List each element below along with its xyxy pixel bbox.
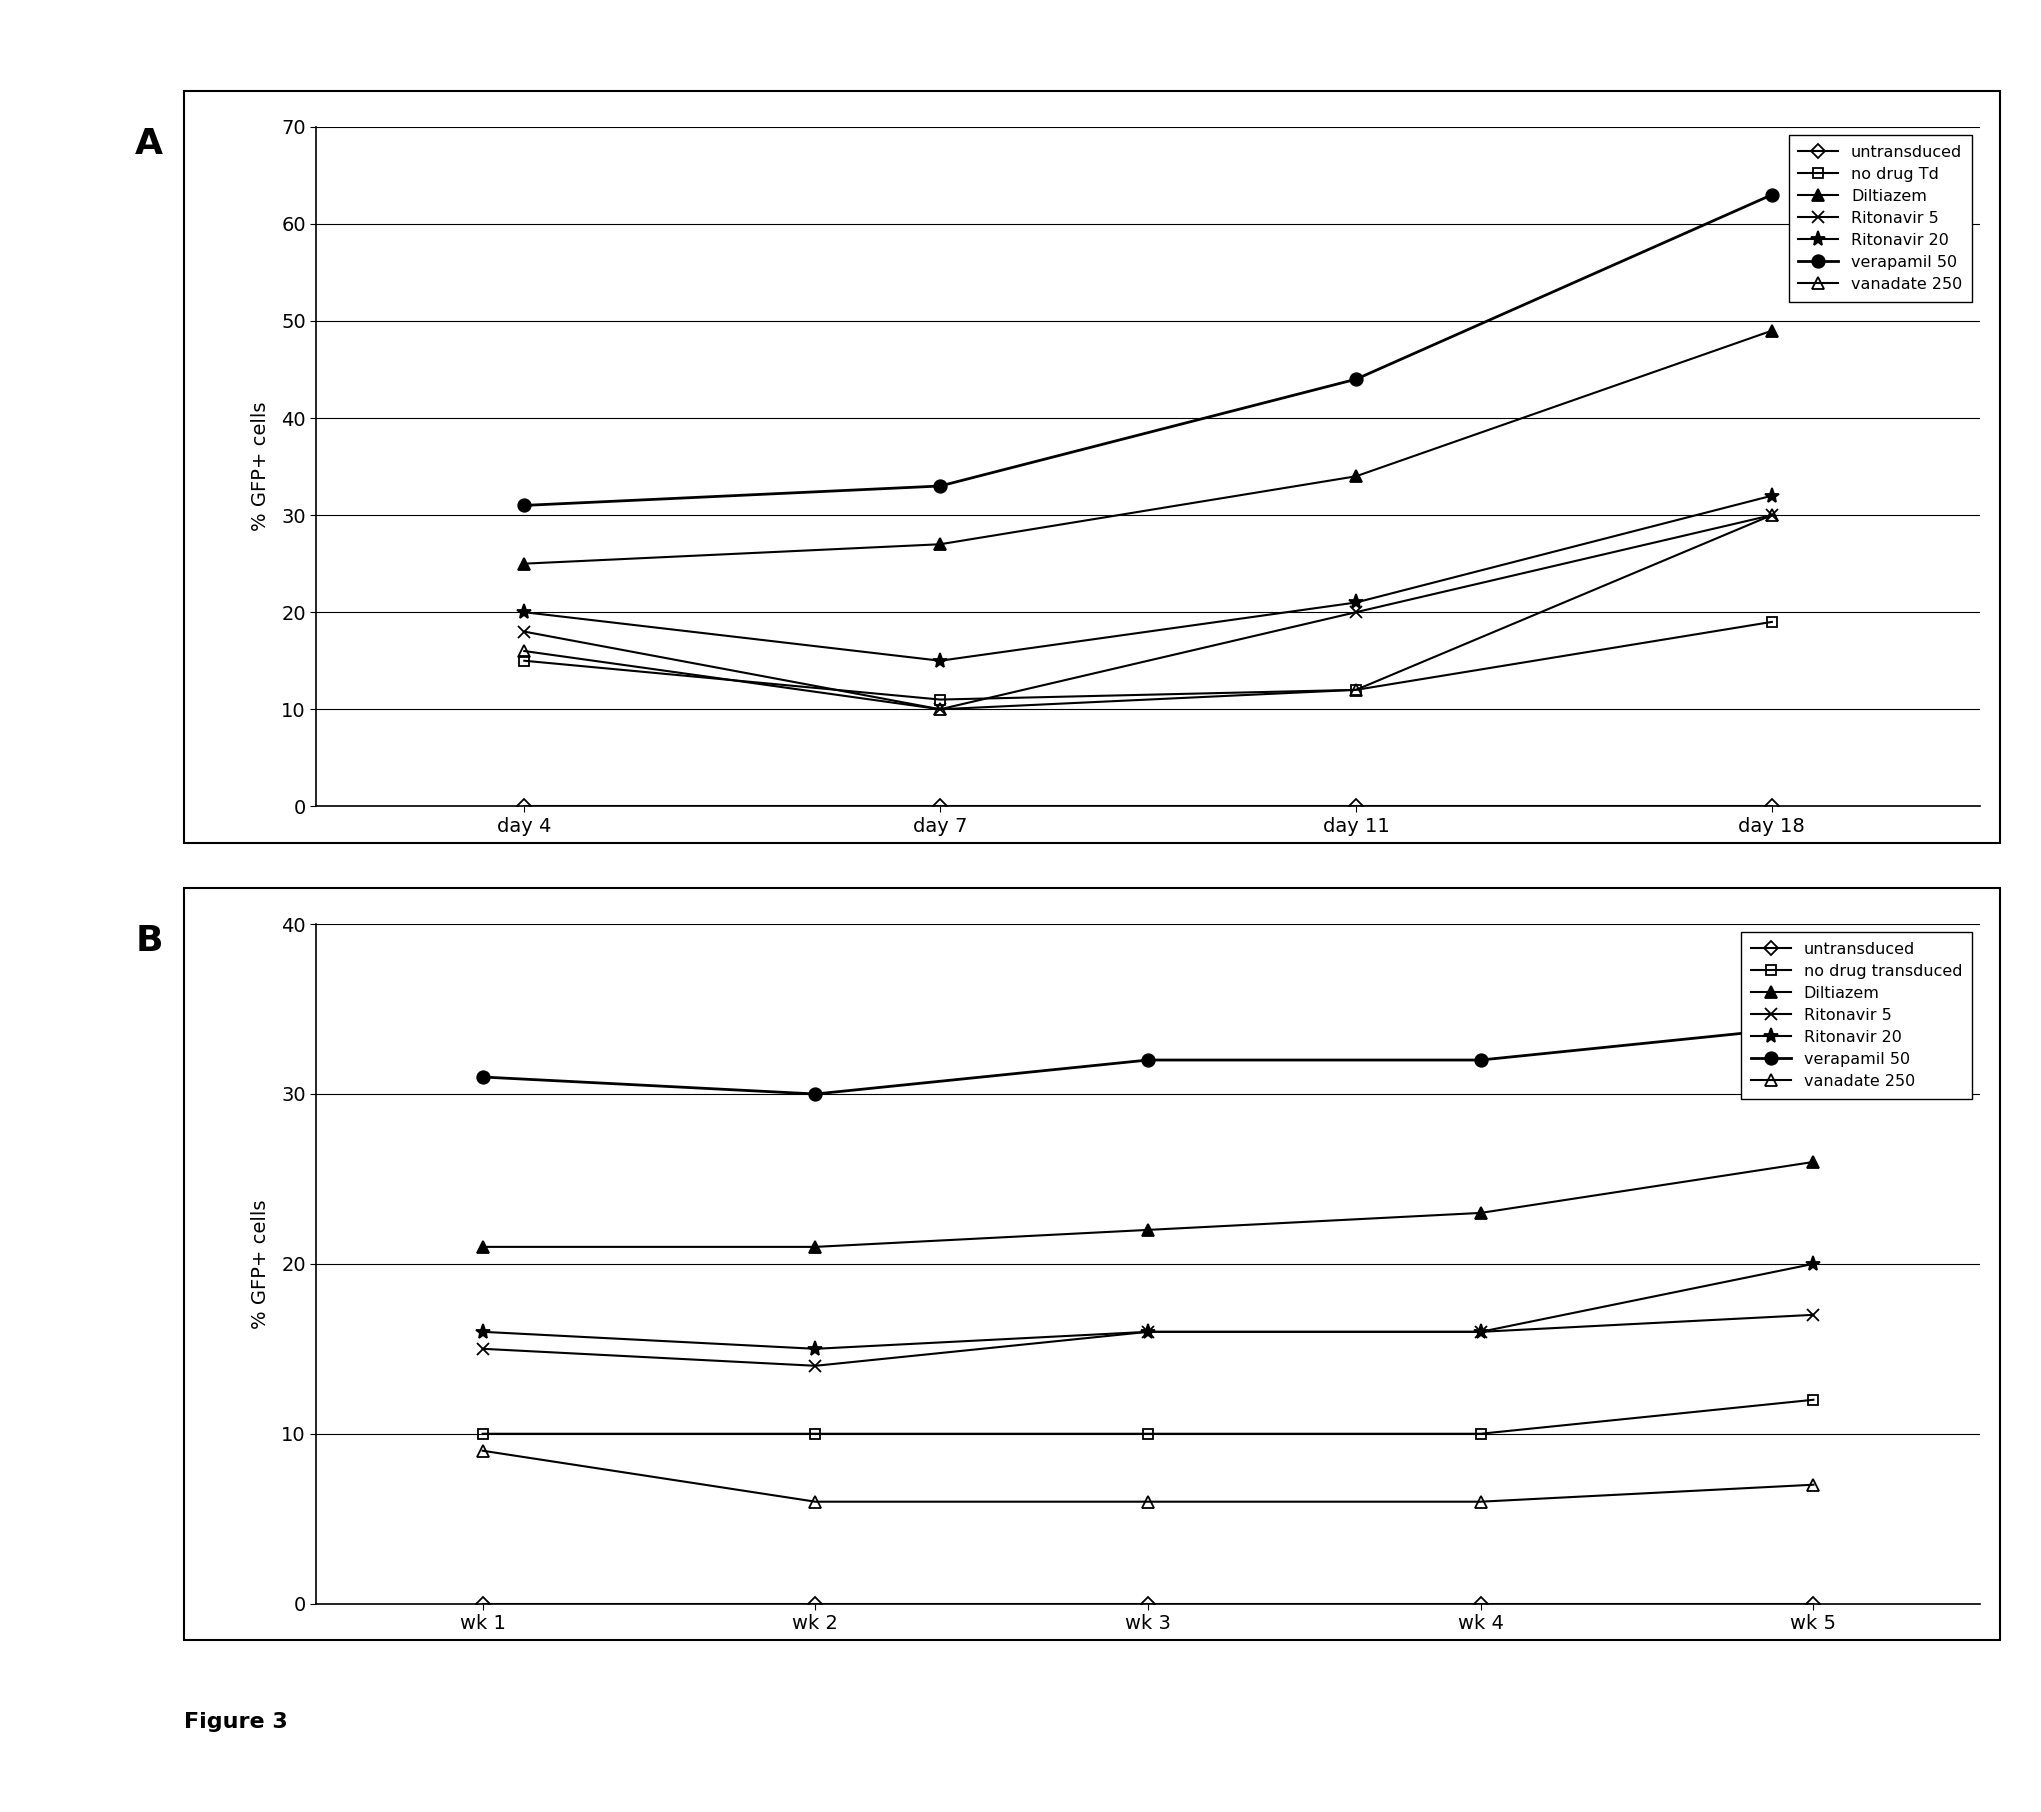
Diltiazem (804, 1236, 829, 1258)
vanadate 250 (1759, 504, 1784, 525)
Ritonavir 5 (1759, 504, 1784, 525)
verapamil 50 (1800, 1015, 1825, 1036)
untransduced (1800, 1593, 1825, 1614)
verapamil 50 (929, 475, 953, 496)
no drug transduced (1135, 1422, 1159, 1444)
vanadate 250 (512, 640, 537, 661)
Ritonavir 5 (1135, 1321, 1159, 1343)
no drug Td (512, 651, 537, 672)
vanadate 250 (1800, 1473, 1825, 1495)
Y-axis label: % GFP+ cells: % GFP+ cells (251, 402, 269, 531)
no drug transduced (469, 1422, 496, 1444)
untransduced (512, 795, 537, 817)
Text: Figure 3: Figure 3 (184, 1712, 288, 1732)
no drug Td (1759, 611, 1784, 632)
untransduced (804, 1593, 829, 1614)
Text: A: A (135, 127, 163, 161)
untransduced (1135, 1593, 1159, 1614)
Ritonavir 20 (469, 1321, 496, 1343)
Ritonavir 20 (1470, 1321, 1494, 1343)
untransduced (1759, 795, 1784, 817)
verapamil 50 (512, 495, 537, 516)
verapamil 50 (1759, 183, 1784, 205)
Line: untransduced: untransduced (478, 1598, 1819, 1609)
verapamil 50 (1135, 1049, 1159, 1071)
Diltiazem (1759, 319, 1784, 341)
Line: Ritonavir 20: Ritonavir 20 (476, 1256, 1821, 1357)
Text: B: B (137, 924, 163, 959)
Ritonavir 5 (1800, 1305, 1825, 1326)
Ritonavir 20 (804, 1337, 829, 1359)
vanadate 250 (1343, 680, 1367, 701)
Line: no drug Td: no drug Td (518, 618, 1778, 705)
no drug Td (1343, 680, 1367, 701)
Ritonavir 20 (1759, 486, 1784, 507)
Legend: untransduced, no drug Td, Diltiazem, Ritonavir 5, Ritonavir 20, verapamil 50, va: untransduced, no drug Td, Diltiazem, Rit… (1788, 134, 1972, 301)
verapamil 50 (804, 1084, 829, 1105)
Diltiazem (512, 553, 537, 574)
no drug transduced (1470, 1422, 1494, 1444)
Ritonavir 20 (929, 651, 953, 672)
Diltiazem (1470, 1201, 1494, 1223)
Ritonavir 5 (1343, 602, 1367, 623)
Diltiazem (1343, 466, 1367, 487)
Line: no drug transduced: no drug transduced (478, 1395, 1819, 1439)
Ritonavir 5 (1470, 1321, 1494, 1343)
untransduced (1343, 795, 1367, 817)
Ritonavir 20 (1135, 1321, 1159, 1343)
untransduced (469, 1593, 496, 1614)
vanadate 250 (1135, 1491, 1159, 1513)
vanadate 250 (929, 698, 953, 719)
Diltiazem (929, 533, 953, 554)
Diltiazem (1800, 1151, 1825, 1172)
Legend: untransduced, no drug transduced, Diltiazem, Ritonavir 5, Ritonavir 20, verapami: untransduced, no drug transduced, Diltia… (1741, 931, 1972, 1098)
Ritonavir 20 (1343, 591, 1367, 612)
verapamil 50 (1470, 1049, 1494, 1071)
Diltiazem (469, 1236, 496, 1258)
Line: verapamil 50: verapamil 50 (476, 1020, 1821, 1100)
Line: Diltiazem: Diltiazem (478, 1156, 1819, 1252)
Ritonavir 5 (512, 622, 537, 643)
vanadate 250 (469, 1441, 496, 1462)
Line: verapamil 50: verapamil 50 (518, 188, 1778, 511)
Y-axis label: % GFP+ cells: % GFP+ cells (251, 1200, 269, 1328)
Line: Diltiazem: Diltiazem (518, 324, 1778, 569)
Line: Ritonavir 5: Ritonavir 5 (476, 1308, 1821, 1372)
vanadate 250 (804, 1491, 829, 1513)
verapamil 50 (469, 1065, 496, 1087)
untransduced (1470, 1593, 1494, 1614)
Ritonavir 5 (929, 698, 953, 719)
no drug transduced (804, 1422, 829, 1444)
no drug Td (929, 689, 953, 710)
Ritonavir 5 (469, 1337, 496, 1359)
vanadate 250 (1470, 1491, 1494, 1513)
Line: vanadate 250: vanadate 250 (478, 1446, 1819, 1508)
Ritonavir 5 (804, 1355, 829, 1377)
Ritonavir 20 (1800, 1254, 1825, 1276)
Ritonavir 20 (512, 602, 537, 623)
Line: untransduced: untransduced (518, 801, 1778, 812)
no drug transduced (1800, 1388, 1825, 1410)
untransduced (929, 795, 953, 817)
Line: Ritonavir 20: Ritonavir 20 (516, 487, 1780, 669)
Diltiazem (1135, 1219, 1159, 1241)
Line: vanadate 250: vanadate 250 (518, 509, 1778, 714)
Line: Ritonavir 5: Ritonavir 5 (518, 509, 1778, 716)
verapamil 50 (1343, 368, 1367, 390)
